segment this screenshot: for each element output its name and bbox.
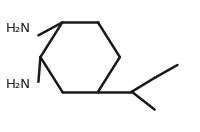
- Text: H₂N: H₂N: [6, 22, 31, 35]
- Text: H₂N: H₂N: [6, 78, 31, 91]
